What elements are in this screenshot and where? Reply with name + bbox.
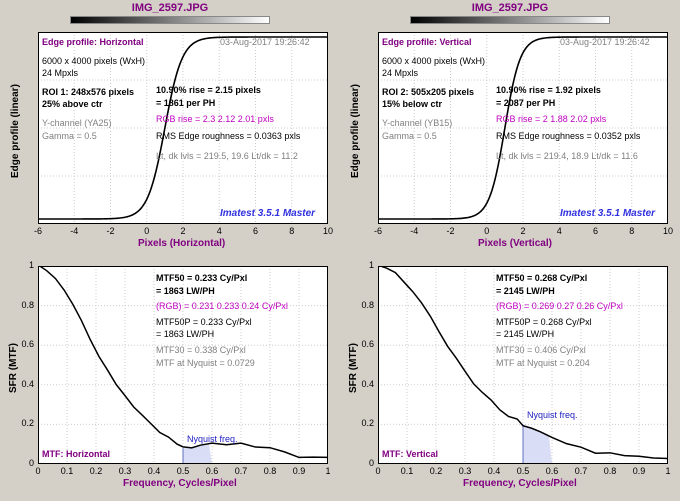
mtf-xtick-0.1: 0.1	[59, 466, 75, 476]
watermark: Imatest 3.5.1 Master	[560, 208, 655, 219]
mtf-xtick-0.8: 0.8	[262, 466, 278, 476]
mtf-xtick-0.8: 0.8	[602, 466, 618, 476]
edge-panel-horizontal: -6 -4 -2 0 2 4 6 8 10 Edge profile (linear) Pixels…	[0, 26, 340, 262]
xtick-2: 2	[517, 226, 529, 236]
mtf-xtick-0.9: 0.9	[291, 466, 307, 476]
xtick--6: -6	[372, 226, 384, 236]
mtf-xtick-0.6: 0.6	[204, 466, 220, 476]
xtick-0: 0	[481, 226, 493, 236]
mtf-xtick-0.4: 0.4	[486, 466, 502, 476]
mtf-xtick-0.2: 0.2	[88, 466, 104, 476]
y-axis-label: Edge profile (linear)	[350, 84, 361, 178]
mtf-ytick-1: 1	[356, 260, 374, 270]
xtick-10: 10	[662, 226, 674, 236]
header-right: IMG_2597.JPG	[340, 0, 680, 24]
mtf-ytick-0.2: 0.2	[356, 418, 374, 428]
file-title-left: IMG_2597.JPG	[0, 2, 340, 14]
xtick-2: 2	[177, 226, 189, 236]
mtf-y-axis-label: SFR (MTF)	[8, 343, 19, 393]
y-axis-label: Edge profile (linear)	[10, 84, 21, 178]
x-axis-label: Pixels (Horizontal)	[138, 238, 225, 249]
xtick--2: -2	[105, 226, 117, 236]
mtf-xtick-1: 1	[660, 466, 676, 476]
mtf-ytick-0: 0	[16, 458, 34, 468]
mtf-xtick-1: 1	[320, 466, 336, 476]
mtf-xtick-0.5: 0.5	[515, 466, 531, 476]
xtick-4: 4	[553, 226, 565, 236]
mtf-ytick-0.8: 0.8	[16, 300, 34, 310]
mtf-xtick-0.2: 0.2	[428, 466, 444, 476]
xtick--6: -6	[32, 226, 44, 236]
mtf-xtick-0.4: 0.4	[146, 466, 162, 476]
xtick-6: 6	[590, 226, 602, 236]
edge-panel-vertical: -6 -4 -2 0 2 4 6 8 10 Edge profile (linear) Pixels…	[340, 26, 680, 262]
mtf-xtick-0.9: 0.9	[631, 466, 647, 476]
mtf-ytick-0: 0	[356, 458, 374, 468]
chart-grid: -6-4-20246810Edge profile (linear)Pixels…	[0, 26, 680, 498]
xtick--2: -2	[445, 226, 457, 236]
mtf-x-axis-label: Frequency, Cycles/Pixel	[123, 478, 237, 489]
mtf-xtick-0.7: 0.7	[573, 466, 589, 476]
mtf-xtick-0.1: 0.1	[399, 466, 415, 476]
mtf-xtick-0.7: 0.7	[233, 466, 249, 476]
gradient-bar-right	[410, 16, 610, 24]
mtf-xtick-0.6: 0.6	[544, 466, 560, 476]
mtf-xtick-0.3: 0.3	[117, 466, 133, 476]
x-axis-label: Pixels (Vertical)	[478, 238, 552, 249]
xtick-10: 10	[322, 226, 334, 236]
watermark: Imatest 3.5.1 Master	[220, 208, 315, 219]
mtf-y-axis-label: SFR (MTF)	[348, 343, 359, 393]
xtick--4: -4	[68, 226, 80, 236]
nyquist-label: Nyquist freq.	[527, 410, 578, 420]
mtf-panel-vertical: 00.10.20.30.40.50.60.70.80.9100.20.40.60…	[340, 262, 680, 498]
nyquist-label: Nyquist freq.	[187, 434, 238, 444]
header-row: IMG_2597.JPG IMG_2597.JPG	[0, 0, 680, 24]
xtick-8: 8	[286, 226, 298, 236]
mtf-ytick-0.2: 0.2	[16, 418, 34, 428]
xtick-8: 8	[626, 226, 638, 236]
mtf-panel-horizontal: 00.10.20.30.40.50.60.70.80.9100.20.40.60…	[0, 262, 340, 498]
xtick-0: 0	[141, 226, 153, 236]
file-title-right: IMG_2597.JPG	[340, 2, 680, 14]
mtf-x-axis-label: Frequency, Cycles/Pixel	[463, 478, 577, 489]
header-left: IMG_2597.JPG	[0, 0, 340, 24]
xtick--4: -4	[408, 226, 420, 236]
mtf-ytick-1: 1	[16, 260, 34, 270]
mtf-ytick-0.8: 0.8	[356, 300, 374, 310]
gradient-bar-left	[70, 16, 270, 24]
xtick-6: 6	[250, 226, 262, 236]
mtf-xtick-0.5: 0.5	[175, 466, 191, 476]
mtf-xtick-0.3: 0.3	[457, 466, 473, 476]
xtick-4: 4	[213, 226, 225, 236]
